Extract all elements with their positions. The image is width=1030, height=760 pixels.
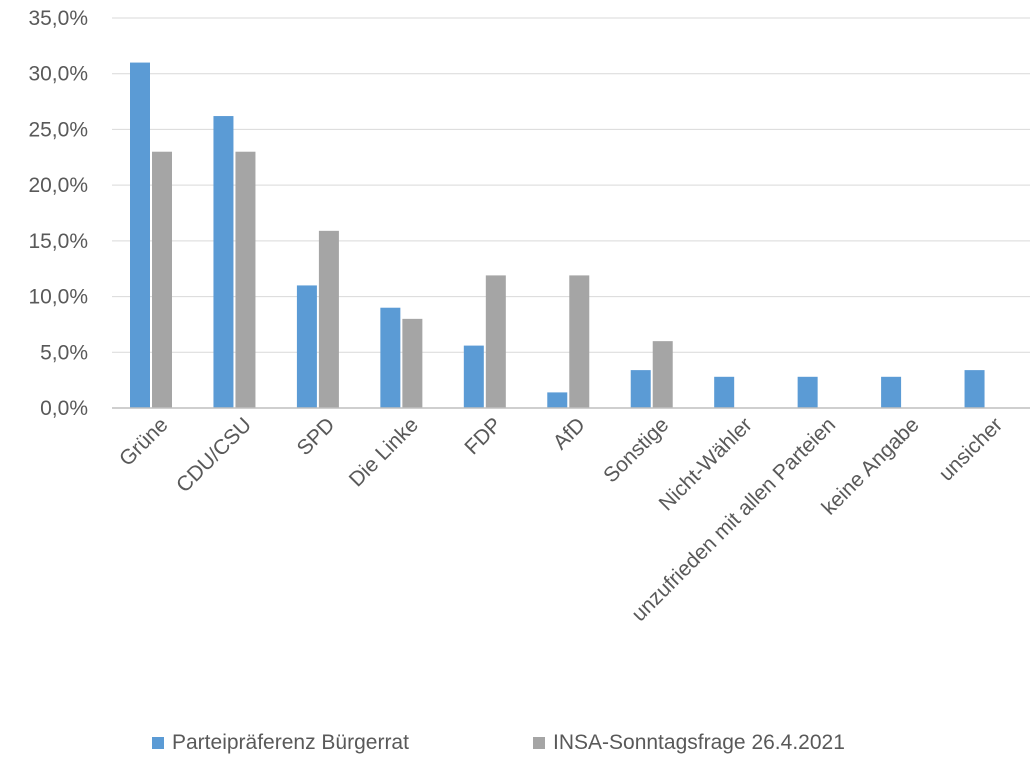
x-tick-labels: Grüne CDU/CSU SPD Die Linke FDP AfD SonstigeNi… (115, 413, 1007, 626)
bar-buergerrat (213, 116, 234, 409)
y-tick-label: 20,0% (28, 174, 88, 197)
x-tick-label: FDP (460, 413, 506, 459)
bar-insa (485, 275, 506, 408)
bar-buergerrat (463, 345, 484, 408)
bar-buergerrat (964, 370, 985, 408)
legend-swatch-parteipraeferenz-buergerrat (152, 737, 164, 749)
y-tick-label: 5,0% (40, 341, 88, 364)
bar-insa (318, 230, 339, 408)
legend-swatch-insa-sonntagsfrage (533, 737, 545, 749)
x-tick-label: Die Linke (345, 413, 423, 491)
x-tick-label: CDU/CSU (172, 413, 256, 497)
bar-buergerrat (714, 376, 735, 408)
bars-layer (130, 62, 985, 409)
bar-insa (152, 151, 172, 408)
bar-insa (652, 341, 673, 408)
bar-buergerrat (296, 285, 317, 408)
grid-layer (112, 17, 1030, 353)
bar-buergerrat (130, 62, 150, 408)
legend-label-parteipraeferenz-buergerrat: Parteipräferenz Bürgerrat (172, 731, 409, 754)
bar-buergerrat (630, 370, 651, 408)
x-tick-label: unsicher (935, 413, 1007, 485)
y-tick-label: 30,0% (28, 63, 88, 86)
y-tick-label: 35,0% (28, 7, 88, 30)
bar-buergerrat (881, 376, 902, 408)
y-tick-label: 0,0% (40, 397, 88, 420)
y-tick-label: 15,0% (28, 230, 88, 253)
bar-insa (569, 275, 590, 408)
x-tick-label: Grüne (115, 413, 173, 471)
bar-buergerrat (547, 392, 568, 408)
x-tick-label: Sonstige (599, 413, 673, 487)
legend-label-insa-sonntagsfrage: INSA-Sonntagsfrage 26.4.2021 (553, 731, 845, 754)
bar-buergerrat (380, 307, 401, 408)
bar-insa (235, 151, 256, 408)
x-tick-label: AfD (549, 413, 590, 454)
bar-buergerrat (797, 376, 818, 408)
y-tick-label: 10,0% (28, 286, 88, 309)
x-tick-label: SPD (293, 413, 340, 460)
y-tick-labels: 0,0% 5,0% 10,0% 15,0% 20,0% 25,0% 30,0% 35,0% (28, 7, 88, 420)
legend: Parteipräferenz Bürgerrat INSA-Sonntagsf… (152, 731, 845, 754)
y-tick-label: 25,0% (28, 118, 88, 141)
bar-insa (402, 318, 423, 408)
